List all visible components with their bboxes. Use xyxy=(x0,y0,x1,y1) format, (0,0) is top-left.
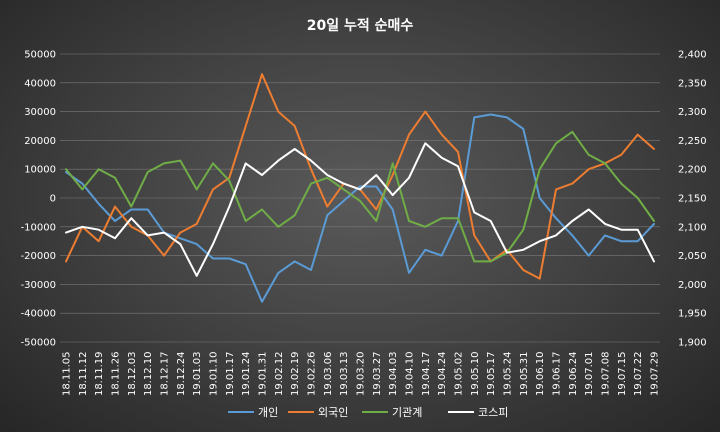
series-line-1 xyxy=(65,73,655,280)
left-tick-label: 0 xyxy=(50,194,56,205)
left-tick-label: -10000 xyxy=(21,222,56,233)
legend-label: 코스피 xyxy=(478,406,508,419)
x-tick-label: 18.11.12 xyxy=(78,352,89,397)
right-tick-label: 2,150 xyxy=(678,194,707,205)
x-tick-label: 19.07.22 xyxy=(633,352,644,397)
legend-label: 개인 xyxy=(258,406,278,419)
x-tick-label: 18.11.19 xyxy=(94,352,105,397)
x-tick-label: 19.06.10 xyxy=(535,352,546,397)
x-tick-label: 19.04.10 xyxy=(405,352,416,397)
right-axis-ticks: 2,400 2,350 2,300 2,250 2,200 2,150 2,100 2,050… xyxy=(678,50,707,349)
x-tick-label: 19.07.29 xyxy=(650,352,661,397)
right-tick-label: 1,950 xyxy=(678,309,707,320)
left-tick-label: 30000 xyxy=(24,107,56,118)
x-tick-label: 19.05.31 xyxy=(519,352,530,397)
x-tick-label: 18.12.24 xyxy=(176,352,187,397)
series-line-3 xyxy=(65,142,655,277)
right-tick-label: 2,050 xyxy=(678,251,707,262)
right-tick-label: 2,200 xyxy=(678,165,707,176)
x-tick-label: 19.03.06 xyxy=(323,352,334,397)
x-tick-label: 19.05.02 xyxy=(454,352,465,397)
x-tick-label: 19.04.24 xyxy=(437,352,448,397)
x-tick-label: 19.07.08 xyxy=(601,352,612,397)
x-tick-label: 19.03.13 xyxy=(339,352,350,397)
left-tick-label: -20000 xyxy=(21,251,56,262)
x-tick-label: 19.01.10 xyxy=(209,352,220,397)
series-line-0 xyxy=(65,113,655,303)
right-tick-label: 2,350 xyxy=(678,78,707,89)
legend: 개인 외국인 기관계 코스피 xyxy=(228,406,508,419)
x-tick-label: 19.03.27 xyxy=(372,352,383,397)
x-axis-ticks: 18.11.05 18.11.12 18.11.19 18.11.26 18.12.03… xyxy=(62,351,661,396)
x-tick-label: 19.07.01 xyxy=(584,352,595,397)
left-tick-label: -50000 xyxy=(21,338,56,349)
left-tick-label: 50000 xyxy=(24,50,56,61)
left-tick-label: -40000 xyxy=(21,309,56,320)
x-tick-label: 19.06.17 xyxy=(552,352,563,397)
x-tick-label: 19.04.03 xyxy=(388,352,399,397)
x-tick-label: 19.02.19 xyxy=(290,352,301,397)
chart-title: 20일 누적 순매수 xyxy=(307,17,414,34)
x-tick-label: 18.11.05 xyxy=(62,352,73,397)
x-tick-label: 18.12.17 xyxy=(160,352,171,397)
right-tick-label: 2,250 xyxy=(678,136,707,147)
x-tick-label: 19.05.17 xyxy=(486,351,497,396)
right-tick-label: 2,300 xyxy=(678,107,707,118)
x-tick-label: 19.05.10 xyxy=(470,352,481,397)
x-tick-label: 19.07.15 xyxy=(617,352,628,397)
x-tick-label: 18.12.10 xyxy=(143,352,154,397)
x-tick-label: 19.03.20 xyxy=(356,352,367,397)
x-tick-label: 19.06.24 xyxy=(568,352,579,397)
x-tick-label: 19.01.24 xyxy=(241,352,252,397)
right-tick-label: 1,900 xyxy=(678,338,707,349)
left-tick-label: 40000 xyxy=(24,78,56,89)
x-tick-label: 19.01.31 xyxy=(258,352,269,397)
series-lines xyxy=(65,73,655,303)
left-tick-label: 20000 xyxy=(24,136,56,147)
x-tick-label: 19.02.26 xyxy=(307,352,318,397)
series-line-2 xyxy=(65,130,655,263)
right-tick-label: 2,100 xyxy=(678,222,707,233)
x-tick-label: 19.05.24 xyxy=(503,352,514,397)
left-tick-label: 10000 xyxy=(24,165,56,176)
x-tick-label: 18.12.03 xyxy=(127,352,138,397)
left-axis-ticks: 50000 40000 30000 20000 10000 0 -10000 -20000 -3… xyxy=(21,50,56,349)
x-tick-label: 18.11.26 xyxy=(111,352,122,397)
x-tick-label: 19.01.03 xyxy=(192,352,203,397)
left-tick-label: -30000 xyxy=(21,280,56,291)
grid-lines xyxy=(60,53,660,343)
right-tick-label: 2,000 xyxy=(678,280,707,291)
x-tick-label: 19.01.17 xyxy=(225,352,236,397)
legend-label: 외국인 xyxy=(318,406,348,419)
x-tick-label: 19.04.17 xyxy=(421,352,432,397)
legend-label: 기관계 xyxy=(392,406,422,419)
right-tick-label: 2,400 xyxy=(678,50,707,61)
x-tick-label: 19.02.12 xyxy=(274,352,285,397)
